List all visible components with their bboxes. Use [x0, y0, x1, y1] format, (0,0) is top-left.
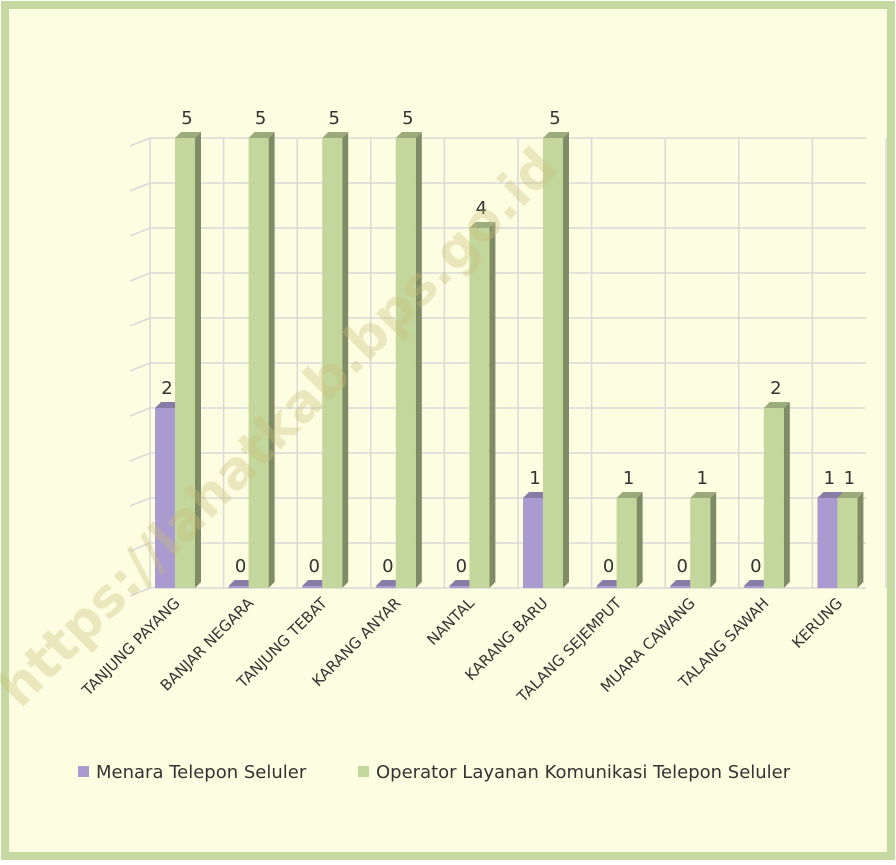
bar-top: [596, 580, 623, 586]
data-label: 0: [750, 556, 761, 577]
bar: [175, 138, 195, 588]
bar-top: [228, 580, 255, 586]
bar: [817, 498, 838, 588]
grid-line-depth: [129, 182, 151, 192]
grid-line-depth: [129, 317, 151, 327]
data-label: 0: [676, 556, 687, 577]
bar-top: [837, 492, 864, 498]
grid-line-depth: [129, 587, 151, 597]
bar-side: [415, 132, 422, 588]
legend-swatch: [358, 766, 369, 777]
bar: [375, 586, 396, 588]
bar: [322, 138, 343, 588]
bar-side: [783, 402, 790, 588]
bar-top: [743, 580, 770, 586]
bar: [690, 498, 711, 588]
bar-top: [248, 132, 275, 138]
grid-line-depth: [129, 272, 151, 282]
data-label: 0: [603, 556, 614, 577]
bar-top: [616, 492, 643, 498]
legend: Menara Telepon Seluler Operator Layanan K…: [78, 762, 791, 783]
bar: [670, 586, 691, 588]
legend-label: Operator Layanan Komunikasi Telepon Selu…: [376, 762, 791, 783]
bar-side: [268, 132, 275, 588]
bar: [469, 228, 490, 588]
data-label: 4: [476, 198, 487, 219]
data-label: 5: [402, 108, 413, 129]
grid-line-depth: [129, 227, 151, 237]
data-label: 0: [382, 556, 393, 577]
bar-top: [322, 132, 349, 138]
grid-line-depth: [129, 542, 151, 552]
grid-line-depth: [129, 452, 151, 462]
data-label: 2: [770, 378, 781, 399]
bar-top: [817, 492, 844, 498]
data-label: 5: [328, 108, 339, 129]
bar: [543, 138, 563, 588]
bar-top: [375, 580, 402, 586]
bar: [596, 586, 617, 588]
bar-side: [636, 492, 643, 588]
bar-top: [763, 402, 790, 408]
bar-side: [489, 222, 496, 588]
data-label: 5: [549, 108, 560, 129]
bar-top: [670, 580, 697, 586]
bar-top: [523, 492, 549, 498]
grid-line-depth: [129, 362, 151, 372]
data-label: 2: [161, 378, 172, 399]
grid-line-depth: [129, 407, 151, 417]
bar: [449, 586, 470, 588]
bar-side: [710, 492, 717, 588]
bar-side: [857, 492, 864, 588]
grid-line-depth: [129, 137, 151, 147]
data-label: 5: [255, 108, 266, 129]
data-label: 1: [696, 468, 707, 489]
bar-side: [563, 132, 569, 588]
bar-top: [690, 492, 717, 498]
bar-top: [449, 580, 476, 586]
bar-side: [195, 132, 201, 588]
bar: [523, 498, 543, 588]
bar-top: [469, 222, 496, 228]
bar: [616, 498, 637, 588]
bar-side: [342, 132, 349, 588]
data-label: 0: [308, 556, 319, 577]
legend-swatch: [78, 766, 89, 777]
legend-label: Menara Telepon Seluler: [96, 762, 307, 783]
data-label: 0: [456, 556, 467, 577]
bar-top: [395, 132, 422, 138]
grid-line-depth: [129, 497, 151, 507]
bar-top: [175, 132, 201, 138]
data-label: 1: [844, 468, 855, 489]
data-label: 1: [623, 468, 634, 489]
bar-top: [543, 132, 569, 138]
bar: [395, 138, 416, 588]
bar: [302, 586, 323, 588]
bar: [837, 498, 858, 588]
bar: [743, 586, 764, 588]
data-label: 0: [235, 556, 246, 577]
bar-top: [302, 580, 329, 586]
data-label: 1: [529, 468, 540, 489]
bar-top: [155, 402, 181, 408]
data-label: 1: [824, 468, 835, 489]
data-label: 5: [181, 108, 192, 129]
bar: [228, 586, 249, 588]
bar: [155, 408, 175, 588]
bar: [248, 138, 269, 588]
bar: [763, 408, 784, 588]
